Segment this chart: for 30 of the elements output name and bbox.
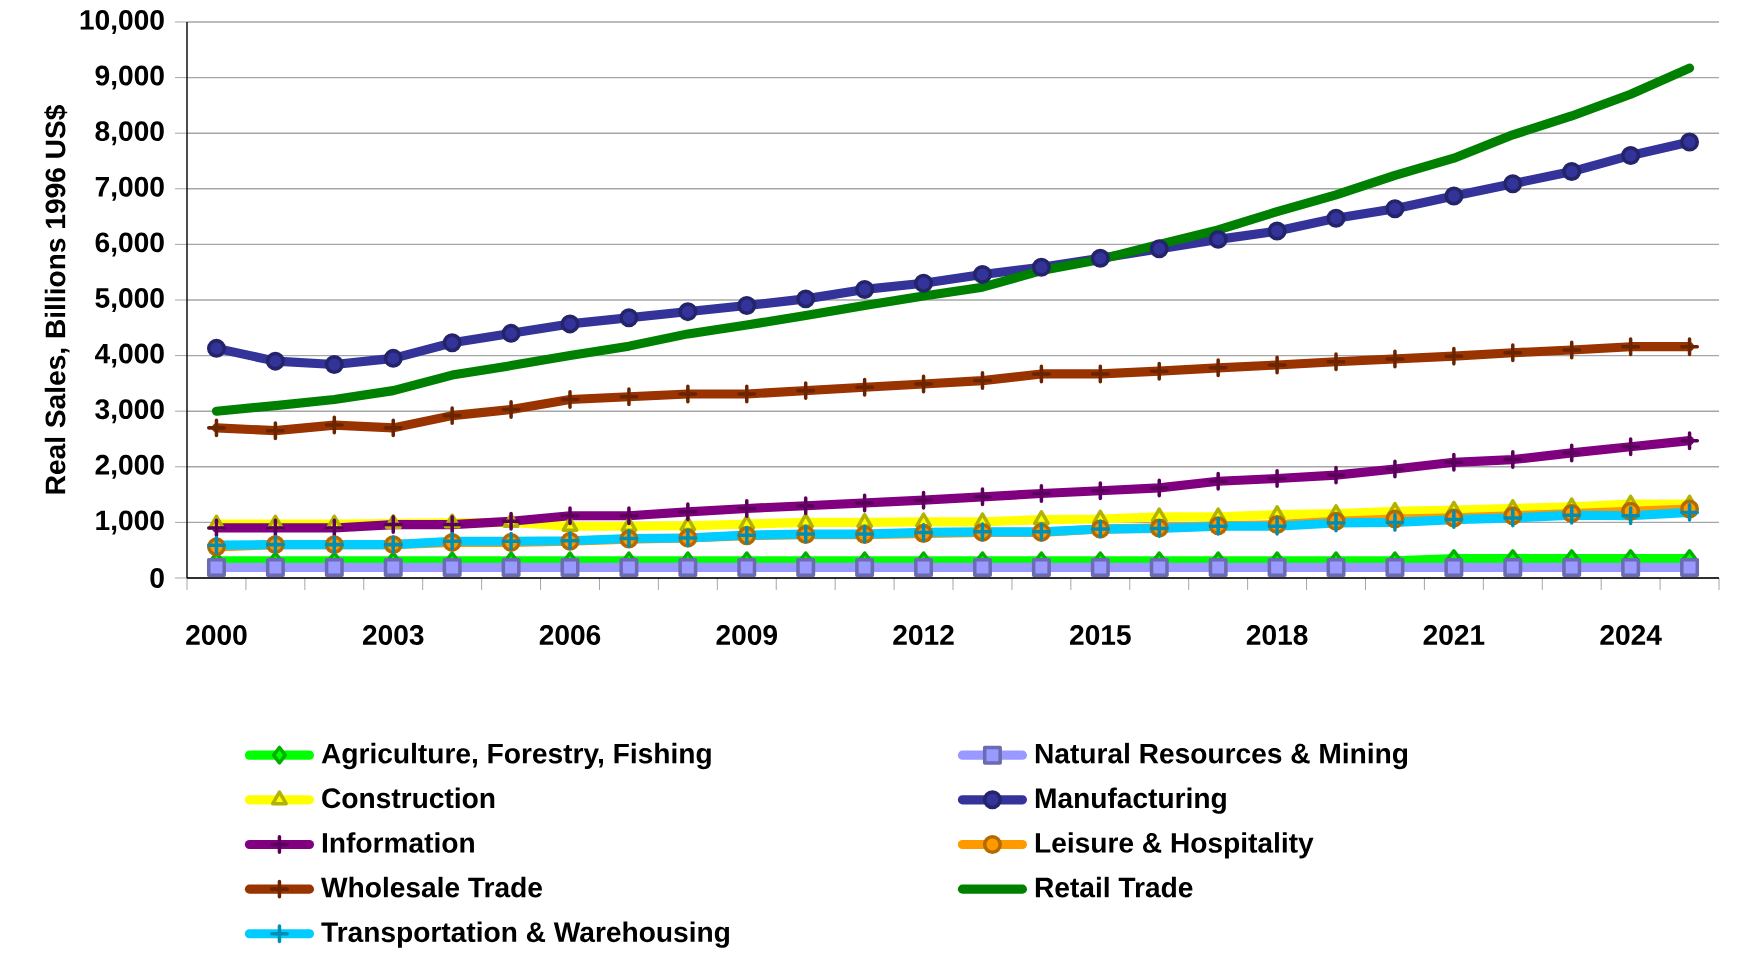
- legend-label: Construction: [322, 787, 495, 809]
- legend-label: Leisure & Hospitality: [1035, 832, 1314, 859]
- y-tick-label: 9,000: [95, 65, 164, 90]
- y-tick-label: 6,000: [95, 232, 164, 257]
- y-tick-label: 10,000: [80, 9, 164, 34]
- x-tick-label: 2012: [893, 625, 954, 645]
- y-tick-label: 0: [150, 567, 164, 588]
- y-tick-label: 4,000: [95, 343, 164, 368]
- y-tick-label: 8,000: [95, 121, 164, 146]
- legend-label: Information: [322, 832, 474, 853]
- x-tick-label: 2018: [1246, 625, 1308, 645]
- y-tick-label: 3,000: [95, 399, 164, 424]
- y-tick-label: 5,000: [95, 287, 164, 312]
- legend-label: Wholesale Trade: [321, 876, 542, 898]
- y-axis-title: Real Sales, Billions 1996 US$: [44, 105, 70, 494]
- legend-label: Retail Trade: [1035, 876, 1193, 898]
- legend-label: Agriculture, Forestry, Fishing: [321, 742, 711, 770]
- legend-label: Transportation & Warehousing: [321, 921, 729, 948]
- x-tick-label: 2009: [716, 625, 778, 645]
- x-tick-label: 2015: [1070, 625, 1131, 645]
- legend-label: Manufacturing: [1035, 787, 1226, 814]
- x-tick-label: 2021: [1423, 625, 1485, 645]
- x-tick-label: 2006: [539, 625, 601, 645]
- x-tick-label: 2003: [362, 625, 424, 645]
- y-tick-label: 1,000: [96, 510, 164, 535]
- y-tick-label: 7,000: [95, 176, 164, 201]
- legend-label: Natural Resources & Mining: [1035, 742, 1408, 770]
- y-tick-label: 2,000: [95, 454, 164, 479]
- x-tick-label: 2024: [1600, 625, 1662, 645]
- x-tick-label: 2000: [186, 625, 247, 645]
